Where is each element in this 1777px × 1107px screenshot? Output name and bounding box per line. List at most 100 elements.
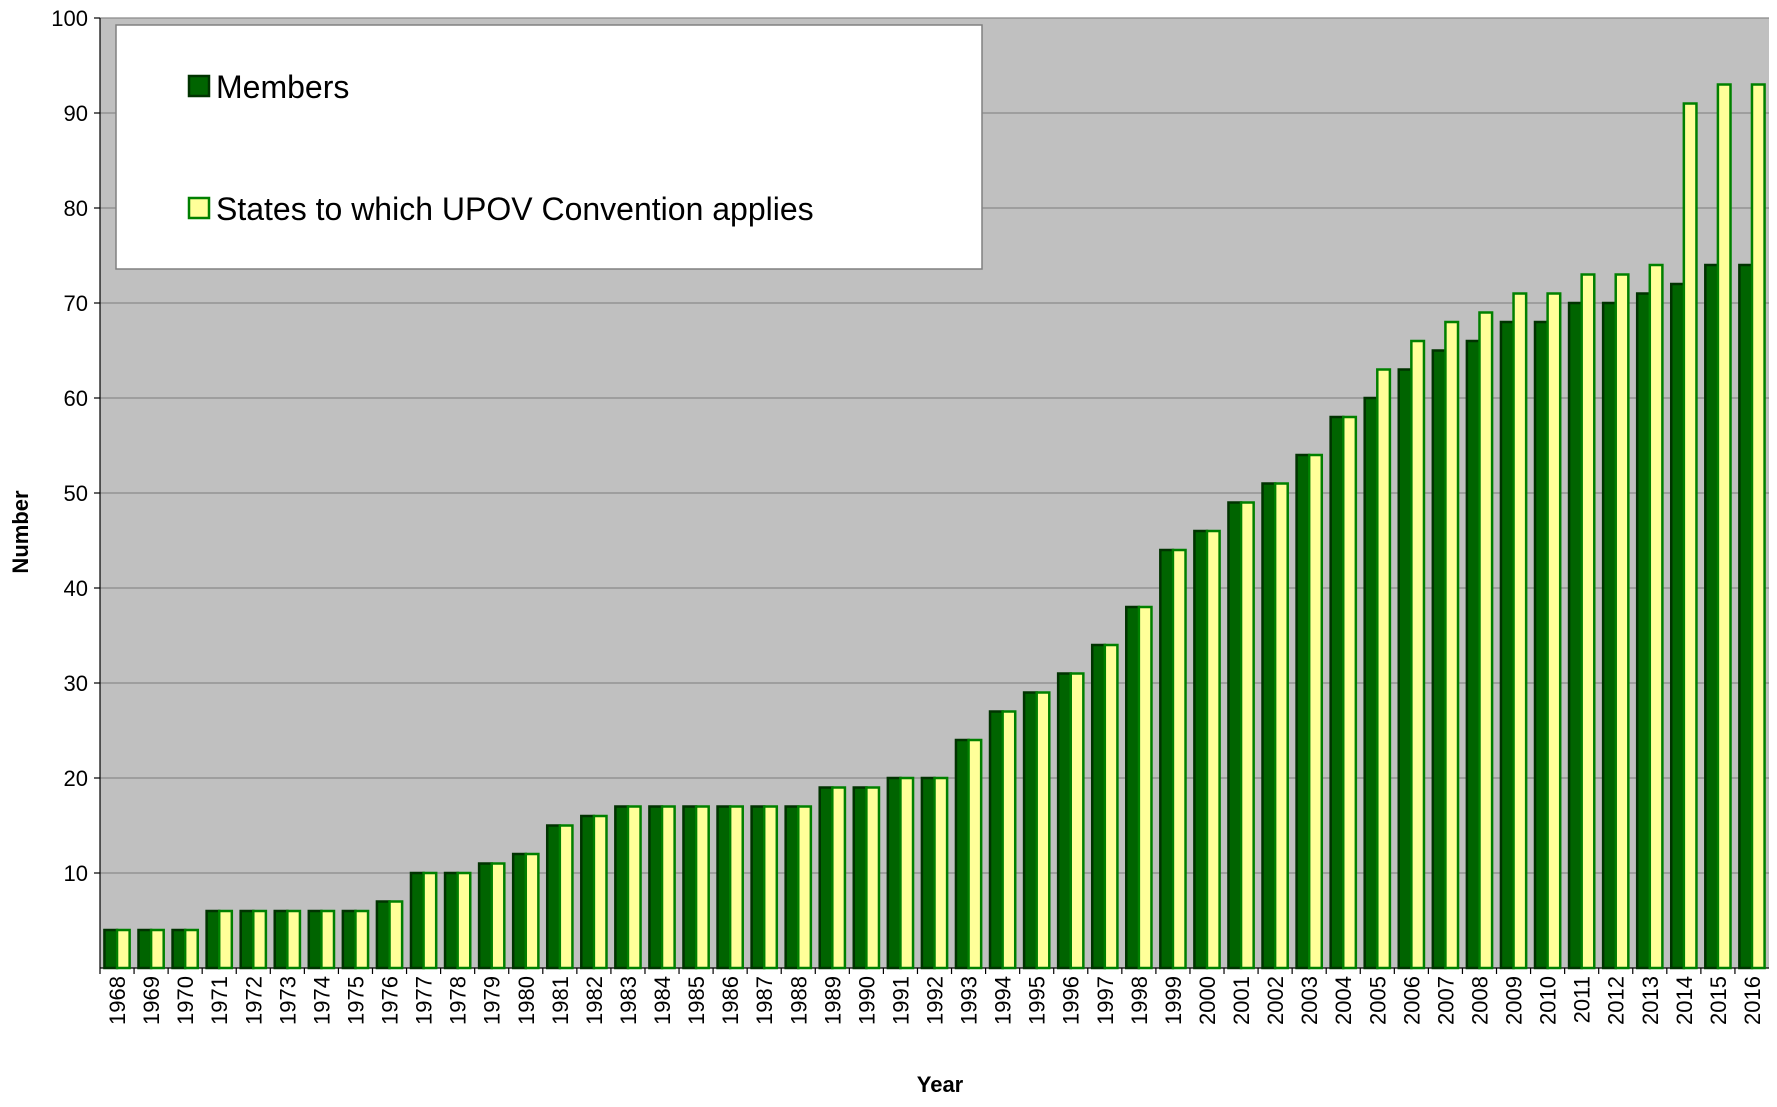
x-tick-label: 1978 (446, 976, 471, 1025)
bar (1261, 482, 1277, 970)
bar (1341, 415, 1358, 970)
x-tick-label: 1980 (514, 976, 539, 1025)
bar (682, 805, 698, 970)
y-tick-label: 10 (64, 861, 88, 886)
bar (1716, 83, 1732, 970)
bar (614, 805, 630, 970)
bar (797, 805, 813, 970)
bar (1227, 501, 1243, 970)
x-tick-label: 1995 (1025, 976, 1050, 1025)
bar (217, 909, 234, 970)
legend-label: States to which UPOV Convention applies (216, 191, 814, 227)
x-tick-label: 2004 (1331, 976, 1356, 1025)
x-tick-label: 1993 (957, 976, 982, 1025)
x-tick-label: 2011 (1570, 976, 1595, 1023)
x-tick-label: 2014 (1672, 976, 1697, 1025)
bar (1465, 339, 1481, 970)
bar (1580, 273, 1596, 970)
bar (558, 824, 574, 970)
bar (648, 805, 664, 970)
y-tick-label: 60 (64, 386, 88, 411)
bar (205, 909, 221, 970)
bar (1376, 368, 1392, 970)
bar (490, 862, 506, 970)
bar (1669, 282, 1686, 970)
bar (511, 852, 528, 970)
bar (899, 776, 915, 970)
bar (865, 786, 881, 970)
bar (1704, 263, 1720, 970)
bar (1738, 263, 1754, 970)
x-tick-label: 1970 (173, 976, 198, 1025)
bar (1444, 320, 1460, 970)
bar (545, 824, 562, 970)
bar (580, 814, 596, 970)
bar (852, 786, 868, 970)
bar (1533, 320, 1549, 970)
bar (694, 805, 710, 970)
bar (1125, 605, 1141, 970)
bar (1397, 368, 1413, 970)
bar (149, 928, 165, 970)
y-tick-label: 90 (64, 101, 88, 126)
bar (1239, 501, 1255, 970)
bar (524, 852, 540, 970)
bar (762, 805, 779, 970)
x-tick-label: 1999 (1161, 976, 1186, 1025)
y-tick-label: 50 (64, 481, 88, 506)
x-tick-label: 1975 (343, 976, 368, 1025)
bar (307, 909, 323, 970)
bar (831, 786, 847, 970)
bar (728, 805, 744, 970)
x-tick-label: 2008 (1467, 976, 1492, 1025)
legend: Members States to which UPOV Convention a… (115, 24, 983, 270)
x-tick-label: 2007 (1433, 976, 1458, 1025)
bar (626, 805, 642, 970)
x-tick-label: 1997 (1093, 976, 1118, 1025)
bar (1193, 529, 1209, 970)
x-tick-label: 1985 (684, 976, 709, 1025)
bar (1056, 672, 1072, 970)
bar (171, 928, 187, 970)
x-tick-label: 1973 (275, 976, 300, 1025)
bar (388, 900, 404, 970)
x-tick-label: 2013 (1638, 976, 1663, 1025)
bar (1410, 339, 1426, 970)
bar (409, 871, 425, 970)
bar (239, 909, 255, 970)
bar (1431, 349, 1447, 970)
y-tick-label: 100 (51, 6, 88, 31)
x-tick-label: 2003 (1297, 976, 1322, 1025)
bar (137, 928, 153, 970)
bar (1103, 643, 1119, 970)
x-tick-label: 1981 (548, 976, 573, 1025)
bar (1546, 292, 1562, 970)
bar (1329, 415, 1345, 970)
x-tick-label: 1996 (1059, 976, 1084, 1025)
x-tick-label: 1968 (105, 976, 130, 1025)
bar (341, 909, 357, 970)
bar (443, 871, 459, 970)
x-tick-label: 1991 (888, 976, 913, 1025)
bar (1137, 605, 1153, 970)
bar (1512, 292, 1528, 970)
bar (592, 814, 608, 970)
x-tick-label: 1969 (139, 976, 164, 1025)
x-tick-label: 2005 (1365, 976, 1390, 1025)
bar (750, 805, 766, 970)
bar (1035, 691, 1051, 970)
bar (103, 928, 119, 970)
bar (1001, 710, 1017, 970)
x-tick-label: 1979 (480, 976, 505, 1025)
x-tick-label: 1998 (1127, 976, 1152, 1025)
y-tick-label: 80 (64, 196, 88, 221)
x-tick-label: 1971 (207, 976, 232, 1025)
y-tick-label: 40 (64, 576, 88, 601)
x-tick-label: 1977 (412, 976, 437, 1025)
bar (1567, 301, 1583, 970)
bar (1635, 292, 1652, 970)
x-tick-label: 2009 (1502, 976, 1527, 1025)
legend-box (115, 24, 983, 270)
x-axis-title: Year (917, 1072, 964, 1097)
